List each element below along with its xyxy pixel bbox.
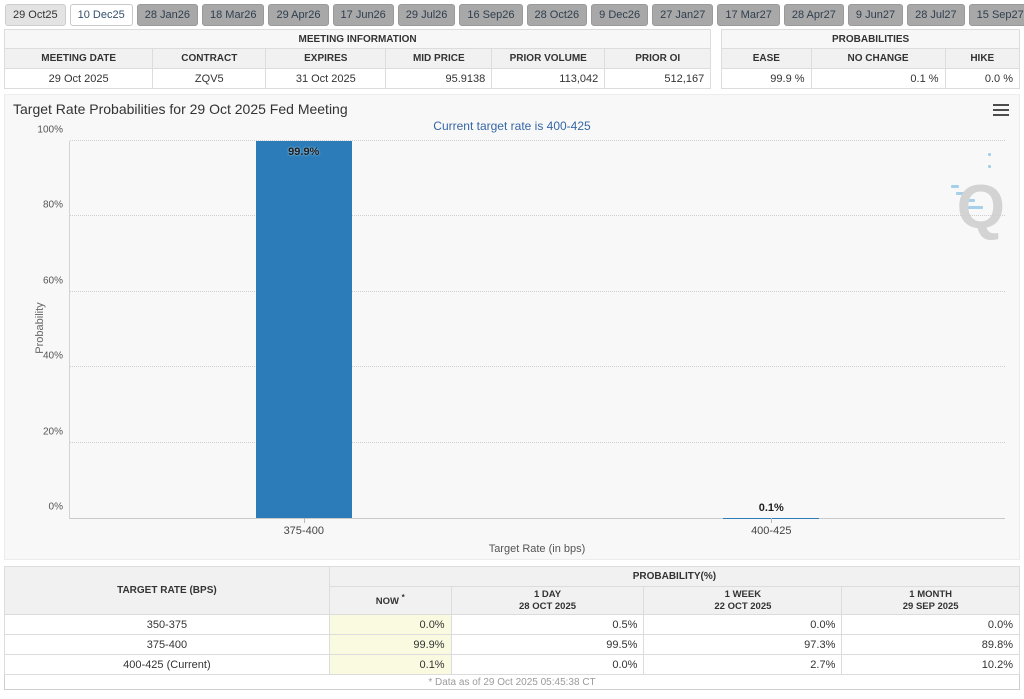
top-tables-row: MEETING INFORMATION MEETING DATE CONTRAC…	[0, 29, 1024, 89]
meeting-date-value: 29 Oct 2025	[3, 68, 154, 89]
now-prob: 0.0%	[328, 614, 452, 635]
tab-meeting-8[interactable]: 28 Oct26	[526, 4, 588, 26]
col-prior-oi: PRIOR OI	[604, 48, 712, 69]
col-1-day: 1 DAY 28 OCT 2025	[450, 586, 645, 615]
rate-range: 375-400	[4, 634, 330, 655]
tab-meeting-13[interactable]: 9 Jun27	[847, 4, 904, 26]
table-row: 350-375 0.0% 0.5% 0.0% 0.0%	[4, 614, 1020, 635]
data-as-of-row: * Data as of 29 Oct 2025 05:45:38 CT	[4, 674, 1020, 690]
rate-range: 400-425 (Current)	[4, 654, 330, 675]
chart-subtitle: Current target rate is 400-425	[433, 119, 591, 133]
gridline	[70, 441, 1005, 443]
tab-meeting-3[interactable]: 18 Mar26	[202, 4, 265, 26]
now-prob: 0.1%	[328, 654, 452, 675]
data-as-of-note: * Data as of 29 Oct 2025 05:45:38 CT	[4, 674, 1020, 690]
week-prob: 0.0%	[643, 614, 843, 635]
month-prob: 0.0%	[841, 614, 1020, 635]
rate-range: 350-375	[4, 614, 330, 635]
gridline	[70, 366, 1005, 368]
probabilities-table: PROBABILITIES EASE NO CHANGE HIKE 99.9 %…	[721, 29, 1021, 89]
meeting-information-table: MEETING INFORMATION MEETING DATE CONTRAC…	[3, 29, 712, 89]
tab-meeting-7[interactable]: 16 Sep26	[459, 4, 523, 26]
prior-oi-value: 512,167	[604, 68, 712, 89]
target-rate-probability-chart: Target Rate Probabilities for 29 Oct 202…	[4, 94, 1020, 560]
tab-meeting-0[interactable]: 29 Oct25	[5, 4, 66, 26]
hike-value: 0.0 %	[944, 68, 1021, 89]
meeting-tab-bar: 29 Oct25 10 Dec25 28 Jan26 18 Mar26 29 A…	[0, 0, 1024, 29]
tab-meeting-5[interactable]: 17 Jun26	[332, 4, 394, 26]
meeting-information-title: MEETING INFORMATION	[3, 29, 712, 49]
y-axis-title-wrap: Probability	[19, 141, 46, 519]
comparison-section: TARGET RATE (BPS) PROBABILITY(%) NOW * 1…	[0, 566, 1024, 690]
plot-area: 0% 20% 40% 60% 80% 100% 99.9% 375-400 0.1% 400-42…	[37, 125, 1005, 537]
probability-group-header: PROBABILITY(%)	[328, 566, 1021, 587]
y-axis-tick-label: 60%	[42, 275, 63, 287]
month-prob: 10.2%	[841, 654, 1020, 675]
col-1-month: 1 MONTH 29 SEP 2025	[841, 586, 1020, 615]
col-now: NOW *	[328, 586, 452, 615]
day-prob: 99.5%	[450, 634, 645, 655]
gridline	[70, 215, 1005, 217]
tab-meeting-6[interactable]: 29 Jul26	[397, 4, 456, 26]
bar-value-label: 99.9%	[288, 146, 320, 159]
chart-title: Target Rate Probabilities for 29 Oct 202…	[13, 101, 348, 117]
y-axis-tick-label: 40%	[42, 350, 63, 362]
x-axis-tick	[771, 518, 773, 523]
prior-volume-value: 113,042	[491, 68, 606, 89]
day-prob: 0.0%	[450, 654, 645, 675]
table-row: 375-400 99.9% 99.5% 97.3% 89.8%	[4, 634, 1020, 655]
now-prob: 99.9%	[328, 634, 452, 655]
quikstrike-logo: Q	[941, 151, 1011, 251]
y-axis-tick-label: 0%	[48, 501, 63, 513]
probability-bar[interactable]	[255, 141, 352, 518]
col-1-week: 1 WEEK 22 OCT 2025	[643, 586, 843, 615]
month-prob: 89.8%	[841, 634, 1020, 655]
col-target-rate-bps: TARGET RATE (BPS)	[4, 566, 330, 615]
day-prob: 0.5%	[450, 614, 645, 635]
col-prior-volume: PRIOR VOLUME	[491, 48, 606, 69]
tab-meeting-1[interactable]: 10 Dec25	[69, 4, 133, 26]
ease-value: 99.9 %	[721, 68, 812, 89]
x-axis-category-label: 400-425	[751, 525, 792, 537]
col-hike: HIKE	[944, 48, 1021, 69]
x-axis-tick	[303, 518, 305, 523]
col-meeting-date: MEETING DATE	[3, 48, 154, 69]
col-contract: CONTRACT	[152, 48, 267, 69]
tab-meeting-14[interactable]: 28 Jul27	[907, 4, 965, 26]
y-axis-tick-label: 80%	[42, 199, 63, 211]
tab-meeting-15[interactable]: 15 Sep27	[968, 4, 1024, 26]
quikstrike-q-glyph: Q	[956, 173, 1005, 242]
col-mid-price: MID PRICE	[385, 48, 493, 69]
chart-export-menu-icon[interactable]	[993, 104, 1009, 116]
tab-meeting-9[interactable]: 9 Dec26	[591, 4, 649, 26]
no-change-value: 0.1 %	[810, 68, 946, 89]
y-axis-tick-label: 20%	[42, 426, 63, 438]
x-axis-title: Target Rate (in bps)	[488, 543, 586, 555]
gridline	[70, 290, 1005, 292]
mid-price-value: 95.9138	[385, 68, 493, 89]
table-row: 29 Oct 2025 ZQV5 31 Oct 2025 95.9138 113…	[3, 68, 712, 89]
tab-meeting-11[interactable]: 17 Mar27	[717, 4, 780, 26]
week-prob: 2.7%	[643, 654, 843, 675]
tab-meeting-12[interactable]: 28 Apr27	[783, 4, 844, 26]
contract-value: ZQV5	[152, 68, 267, 89]
probability-comparison-table: TARGET RATE (BPS) PROBABILITY(%) NOW * 1…	[4, 566, 1021, 690]
bar-value-label: 0.1%	[758, 501, 784, 514]
col-ease: EASE	[721, 48, 812, 69]
expires-value: 31 Oct 2025	[265, 68, 387, 89]
gridline	[70, 140, 1005, 141]
tab-meeting-10[interactable]: 27 Jan27	[652, 4, 714, 26]
tab-meeting-2[interactable]: 28 Jan26	[136, 4, 198, 26]
y-axis-tick-label: 100%	[37, 124, 63, 136]
col-expires: EXPIRES	[265, 48, 387, 69]
week-prob: 97.3%	[643, 634, 843, 655]
tab-meeting-4[interactable]: 29 Apr26	[268, 4, 329, 26]
col-no-change: NO CHANGE	[810, 48, 946, 69]
x-axis-category-label: 375-400	[283, 525, 324, 537]
table-row: 400-425 (Current) 0.1% 0.0% 2.7% 10.2%	[4, 654, 1020, 675]
table-row: 99.9 % 0.1 % 0.0 %	[721, 68, 1021, 89]
probabilities-title: PROBABILITIES	[721, 29, 1020, 49]
